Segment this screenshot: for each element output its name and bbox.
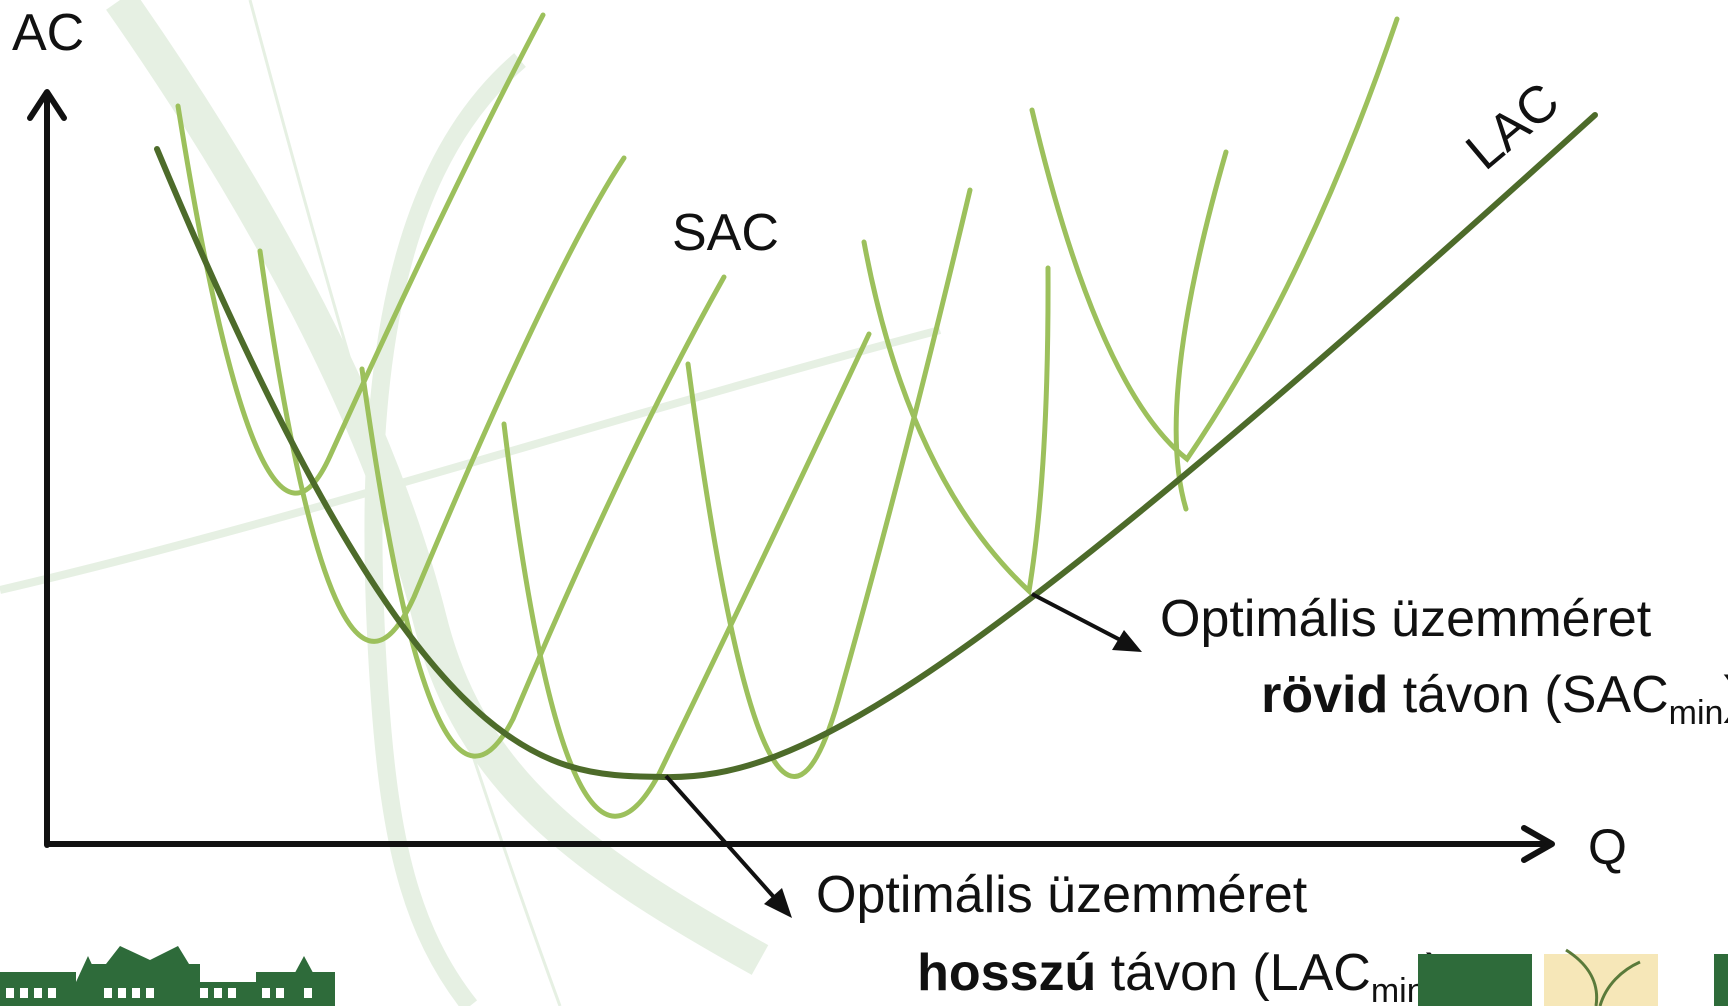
long-run-rest: távon (LAC	[1096, 944, 1371, 1002]
long-run-line1: Optimális üzemméret	[816, 866, 1308, 924]
faculty-logo	[1418, 948, 1728, 1006]
long-run-sub: min	[1371, 972, 1426, 1006]
lac-label: LAC	[1455, 72, 1570, 181]
long-run-annotation: Optimális üzemméret hosszú távon (LACmin…	[816, 866, 1515, 1006]
short-run-sub: min	[1669, 694, 1724, 732]
sac-curve-6	[861, 239, 1051, 597]
long-run-pointer	[664, 774, 782, 906]
short-run-line1: Optimális üzemméret	[1160, 590, 1652, 648]
short-run-arrowhead	[1112, 630, 1142, 652]
short-run-line2: rövid távon (SACmin)	[1160, 666, 1728, 732]
x-axis-label: Q	[1588, 819, 1627, 875]
short-run-pointer	[1031, 592, 1129, 646]
long-run-arrowhead	[764, 888, 792, 918]
sac-label: SAC	[672, 204, 779, 262]
pointer-arrows	[664, 592, 1142, 918]
short-run-bold: rövid	[1261, 666, 1388, 724]
sac-curve-5	[685, 187, 973, 779]
background-watermark	[0, 0, 942, 1006]
x-axis-arrowhead	[1521, 825, 1555, 863]
sac-curves	[175, 12, 1400, 819]
sac-curve-4	[501, 331, 872, 819]
short-run-close: )	[1723, 666, 1728, 724]
lac-curve	[154, 112, 1598, 781]
sac-curve-1	[175, 12, 546, 496]
sac-curve-2	[257, 155, 627, 644]
sac-curve-3	[359, 274, 727, 759]
long-run-bold: hosszú	[917, 944, 1096, 1002]
long-run-line2: hosszú távon (LACmin)	[816, 944, 1515, 1006]
university-building-logo	[0, 946, 335, 1006]
short-run-rest: távon (SAC	[1388, 666, 1668, 724]
short-run-annotation: Optimális üzemméret rövid távon (SACmin)	[1160, 590, 1728, 732]
axes	[27, 89, 1555, 863]
sac-curve-7	[1029, 16, 1400, 463]
y-axis-label: AC	[12, 4, 84, 62]
y-axis-arrowhead	[27, 89, 67, 121]
